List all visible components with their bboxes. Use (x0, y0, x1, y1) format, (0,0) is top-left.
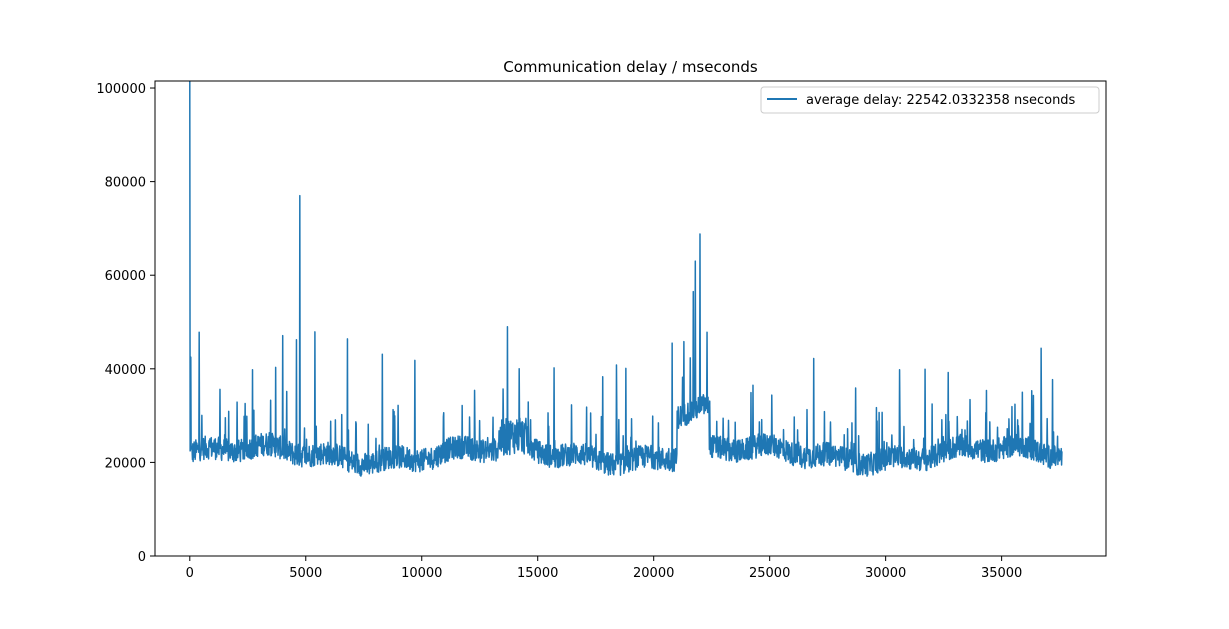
x-tick-label: 10000 (401, 566, 442, 581)
x-tick-label: 35000 (981, 566, 1022, 581)
plot-frame (154, 80, 1107, 557)
legend: average delay: 22542.0332358 nseconds (760, 86, 1100, 114)
x-tick-label: 0 (186, 566, 194, 581)
y-tick-label: 80000 (105, 176, 146, 191)
y-tick-label: 0 (138, 550, 146, 565)
y-tick-label: 100000 (96, 82, 146, 97)
legend-label: average delay: 22542.0332358 nseconds (806, 93, 1076, 108)
x-tick-label: 20000 (633, 566, 674, 581)
x-tick-label: 15000 (517, 566, 558, 581)
y-tick-label: 60000 (105, 269, 146, 284)
x-axis-ticks: 0 5000 10000 15000 20000 25000 30000 35000 (186, 556, 1022, 581)
chart-title: Communication delay / mseconds (503, 58, 758, 76)
y-tick-label: 20000 (105, 456, 146, 471)
series-line-average-delay (189, 81, 1063, 477)
y-axis-ticks: 0 20000 40000 60000 80000 100000 (96, 82, 155, 565)
x-tick-label: 30000 (865, 566, 906, 581)
series-layer (189, 81, 1063, 477)
legend-box (760, 86, 1100, 114)
y-tick-label: 40000 (105, 363, 146, 378)
x-tick-label: 25000 (749, 566, 790, 581)
x-tick-label: 5000 (289, 566, 322, 581)
